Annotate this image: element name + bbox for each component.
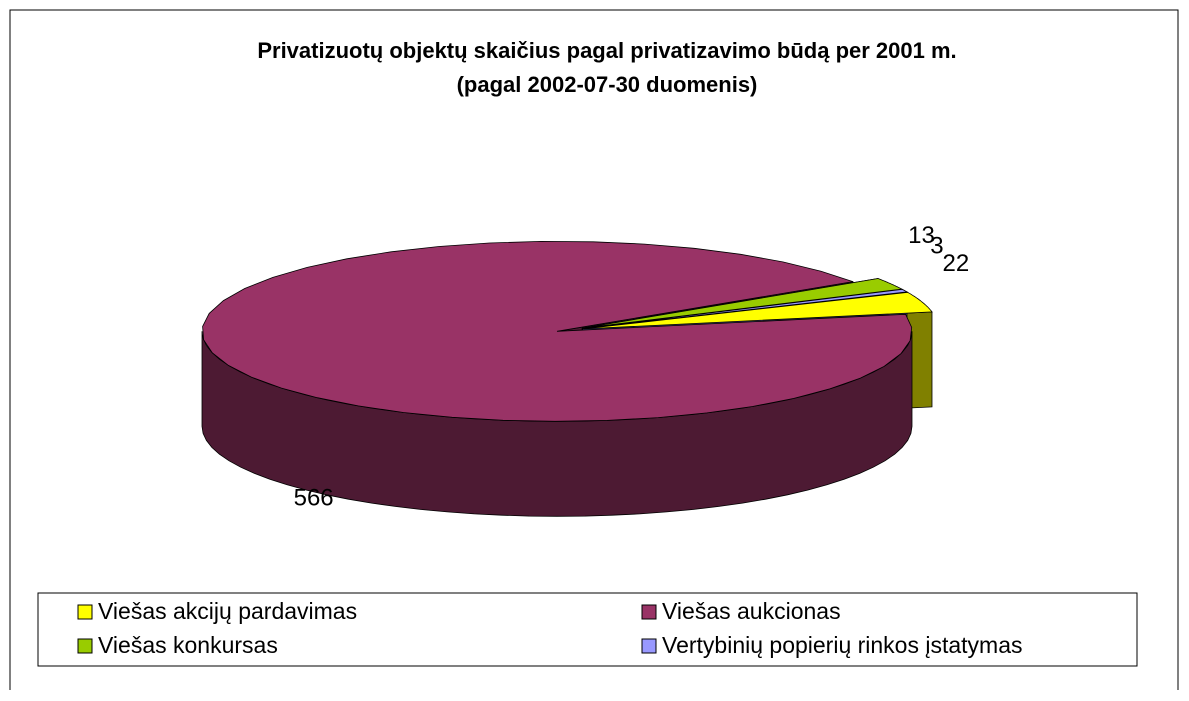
chart-subtitle: (pagal 2002-07-30 duomenis) — [457, 72, 758, 97]
data-label: 22 — [943, 250, 970, 277]
legend-box — [37, 592, 1138, 667]
legend-label: Viešas aukcionas — [662, 598, 841, 624]
slice — [582, 289, 908, 329]
legend-label: Vertybinių popierių rinkos įstatymas — [662, 632, 1023, 658]
data-label: 566 — [294, 484, 334, 511]
chart-title: Privatizuotų objektų skaičius pagal priv… — [257, 38, 956, 63]
data-label: 13 — [908, 222, 935, 249]
chart-frame — [9, 9, 1179, 690]
legend-swatch — [77, 604, 93, 620]
legend-label: Viešas akcijų pardavimas — [98, 598, 357, 624]
legend-swatch — [77, 638, 93, 654]
slice — [583, 291, 933, 330]
legend-swatch — [641, 604, 657, 620]
slice — [202, 240, 913, 422]
slice — [582, 278, 904, 329]
data-label: 3 — [930, 233, 943, 260]
legend-label: Viešas konkursas — [98, 632, 278, 658]
legend-swatch — [641, 638, 657, 654]
